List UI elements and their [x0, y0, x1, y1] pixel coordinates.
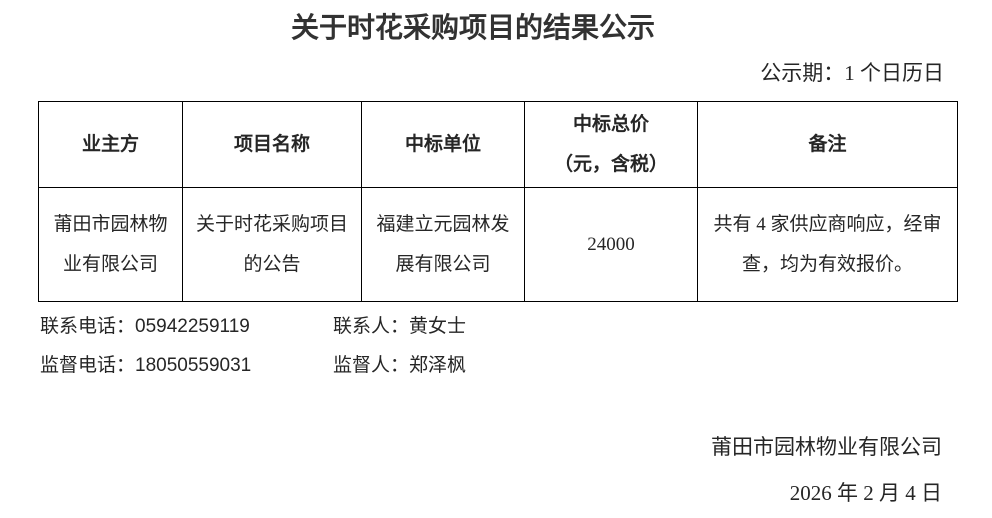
- supervisor-value: 郑泽枫: [409, 355, 467, 376]
- notice-period: 公示期：1 个日历日: [760, 61, 944, 85]
- contact-phone: 联系电话：05942259119: [40, 315, 333, 339]
- supervision-phone: 监督电话：18050559031: [40, 354, 333, 378]
- col-header-remarks: 备注: [697, 101, 958, 188]
- contact-person: 联系人：黄女士: [333, 316, 466, 337]
- supervisor-label: 监督人：: [333, 355, 410, 376]
- contact-phone-label: 联系电话：: [40, 316, 136, 337]
- cell-project-name: 关于时花采购项目的公告: [182, 187, 362, 302]
- col-header-winning-price: 中标总价 （元，含税）: [524, 101, 698, 188]
- table-row: 莆田市园林物业有限公司 关于时花采购项目的公告 福建立元园林发展有限公司 240…: [38, 187, 958, 302]
- col-header-winning-bidder: 中标单位: [361, 101, 525, 188]
- contact-person-value: 黄女士: [409, 316, 467, 337]
- cell-remarks: 共有 4 家供应商响应，经审查，均为有效报价。: [697, 187, 958, 302]
- supervision-phone-value: 18050559031: [135, 355, 252, 376]
- contact-person-label: 联系人：: [333, 316, 410, 337]
- col-header-project-name: 项目名称: [182, 101, 362, 188]
- supervision-phone-label: 监督电话：: [40, 355, 136, 376]
- contact-info: 联系电话：05942259119 联系人：黄女士 监督电话：18050559031…: [40, 315, 992, 378]
- contact-line-2: 监督电话：18050559031 监督人：郑泽枫: [40, 354, 992, 378]
- contact-line-1: 联系电话：05942259119 联系人：黄女士: [40, 315, 992, 339]
- results-table: 业主方 项目名称 中标单位 中标总价 （元，含税） 备注 莆田市园林物业有限公司…: [38, 101, 958, 302]
- cell-owner: 莆田市园林物业有限公司: [38, 187, 183, 302]
- contact-phone-value: 05942259119: [135, 316, 250, 337]
- supervisor: 监督人：郑泽枫: [333, 355, 466, 376]
- signature-date: 2026 年 2 月 4 日: [789, 481, 942, 505]
- document-title: 关于时花采购项目的结果公示: [290, 12, 655, 43]
- cell-winning-price: 24000: [524, 187, 698, 302]
- signature-company: 莆田市园林物业有限公司: [711, 435, 942, 459]
- col-header-owner: 业主方: [38, 101, 183, 188]
- cell-winning-bidder: 福建立元园林发展有限公司: [361, 187, 525, 302]
- signature-block: 莆田市园林物业有限公司 2026 年 2 月 4 日: [0, 434, 992, 506]
- table-header-row: 业主方 项目名称 中标单位 中标总价 （元，含税） 备注: [38, 101, 958, 188]
